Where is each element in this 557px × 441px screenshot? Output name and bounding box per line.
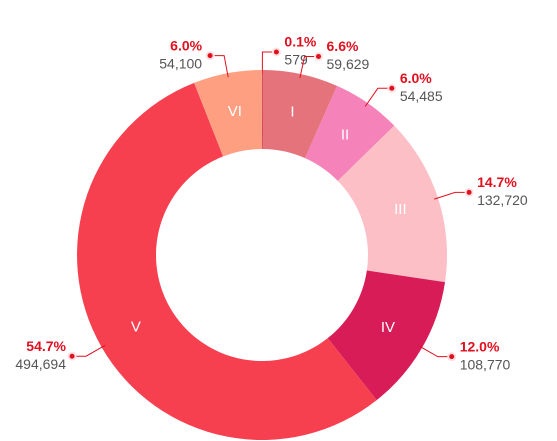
slice-label: V: [131, 319, 141, 336]
value-label: 108,770: [460, 356, 511, 372]
slice: [337, 125, 448, 283]
share-label: 6.6%: [327, 38, 359, 54]
share-label: 14.7%: [477, 174, 517, 190]
value-label: 494,694: [15, 356, 66, 372]
value-label: 132,720: [477, 192, 528, 208]
slice: [305, 85, 395, 181]
leader-dot: [207, 53, 213, 59]
share-label: 12.0%: [460, 338, 500, 354]
slice-label: III: [394, 201, 407, 218]
leader-line: [434, 191, 470, 200]
leader-dot: [69, 353, 75, 359]
value-label: 54,485: [400, 88, 443, 104]
leader-dot: [449, 354, 455, 360]
leader-line: [72, 344, 106, 357]
slice: [327, 270, 446, 401]
leader-dot: [316, 54, 322, 60]
value-label: 59,629: [327, 56, 370, 72]
leader-line: [364, 87, 392, 107]
slice: [194, 70, 262, 157]
slice-label: VI: [228, 103, 242, 120]
leader-dot: [466, 189, 472, 195]
share-label: 54.7%: [26, 338, 66, 354]
leader-line: [418, 345, 452, 358]
slice: [262, 70, 338, 159]
value-label: 579: [284, 52, 308, 68]
leader-line: [299, 56, 319, 79]
leader-dot: [389, 85, 395, 91]
slice: [77, 82, 377, 440]
share-label: 6.0%: [400, 70, 432, 86]
leader-dot: [273, 49, 279, 55]
leader-line: [261, 51, 277, 75]
share-label: 6.0%: [170, 37, 202, 53]
slice-label: I: [290, 104, 294, 121]
slice-label: IV: [381, 319, 395, 336]
slice-label: II: [341, 126, 349, 143]
slice: [262, 70, 263, 150]
share-label: 0.1%: [284, 34, 316, 50]
leader-line: [210, 55, 229, 78]
value-label: 54,100: [159, 55, 202, 71]
